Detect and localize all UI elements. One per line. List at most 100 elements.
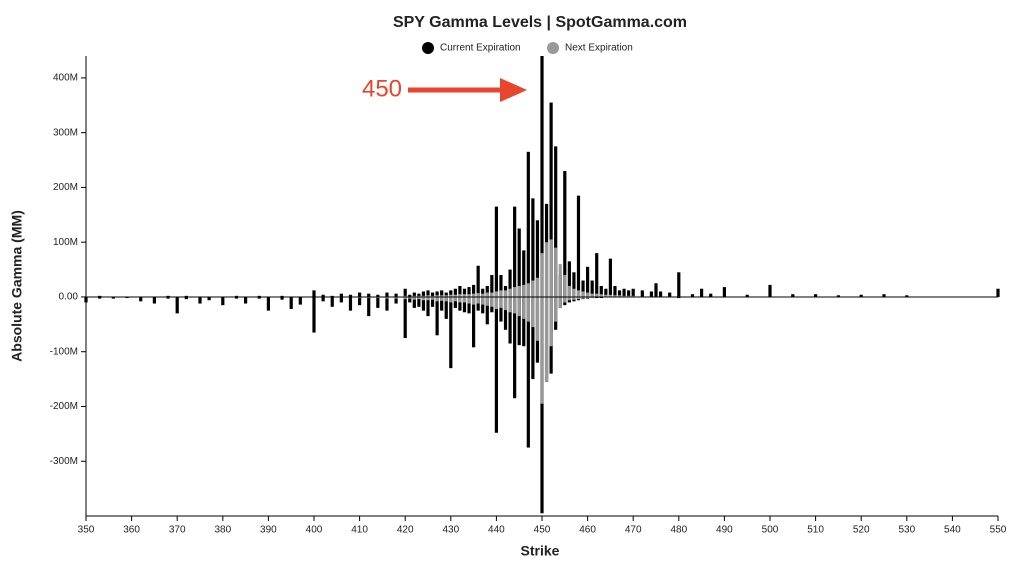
bar (485, 296, 489, 306)
x-tick-label: 420 (397, 525, 414, 536)
bar (412, 295, 416, 297)
y-tick-label: -200M (50, 401, 78, 412)
bar (426, 290, 430, 297)
bar (540, 253, 544, 297)
bar (467, 296, 471, 304)
bar (581, 280, 585, 297)
bar (508, 296, 512, 344)
bar (472, 293, 476, 297)
bar (462, 296, 467, 313)
x-tick-label: 550 (990, 525, 1007, 536)
bar (508, 288, 512, 297)
x-tick-label: 530 (898, 525, 915, 536)
bar (453, 296, 457, 308)
bar (266, 296, 270, 311)
bar (599, 286, 603, 297)
legend-marker (422, 42, 434, 54)
bar (449, 296, 453, 369)
bar (417, 296, 421, 300)
bar (540, 296, 544, 514)
y-tick-label: 300M (53, 127, 78, 138)
bar (408, 296, 412, 299)
bar (312, 296, 316, 333)
bar (412, 292, 416, 297)
bar (586, 292, 590, 297)
bar (481, 296, 485, 314)
bar (517, 296, 521, 317)
x-tick-label: 490 (716, 525, 733, 536)
bar (513, 296, 517, 314)
bar (572, 296, 576, 300)
x-tick-label: 410 (351, 525, 368, 536)
bar (654, 283, 658, 297)
bar (453, 296, 457, 302)
bar (403, 296, 407, 339)
bar (421, 291, 426, 297)
y-tick-label: -300M (50, 456, 78, 467)
bar (449, 294, 453, 297)
bar (221, 296, 225, 306)
bar (430, 292, 435, 297)
bar (403, 288, 407, 297)
bar (595, 293, 599, 297)
bar (549, 102, 553, 297)
bar (417, 296, 421, 307)
bar (905, 295, 909, 297)
bar (166, 296, 170, 299)
bar (677, 296, 681, 299)
bar (658, 291, 663, 297)
bar (403, 295, 407, 297)
bar (617, 290, 622, 297)
y-tick-label: 400M (53, 73, 78, 84)
bar (198, 296, 202, 304)
bar (513, 296, 517, 399)
bar (376, 296, 380, 308)
bar (166, 295, 170, 297)
bar (526, 283, 530, 297)
bar (572, 288, 576, 297)
bar (339, 293, 343, 297)
bar (549, 239, 553, 297)
y-tick-label: 100M (53, 237, 78, 248)
bar (298, 296, 302, 305)
bar (289, 296, 293, 309)
bar (417, 293, 421, 297)
bar (234, 295, 239, 297)
bar (467, 294, 471, 297)
bar (554, 146, 558, 297)
bar (207, 296, 211, 301)
bar (567, 286, 571, 297)
legend-label: Next Expiration (565, 43, 633, 54)
bar (472, 296, 476, 305)
bar (499, 275, 503, 297)
bar (467, 296, 471, 314)
bar (98, 295, 102, 297)
bar (768, 284, 772, 297)
bar (367, 296, 371, 299)
bar (421, 296, 426, 311)
bar (412, 296, 416, 308)
bar (476, 293, 480, 297)
bar (426, 296, 430, 301)
bar (462, 288, 467, 297)
bar (367, 296, 371, 317)
bar (531, 280, 535, 297)
bar (476, 296, 480, 304)
y-tick-label: 200M (53, 182, 78, 193)
bar (449, 296, 453, 303)
bar (257, 295, 261, 297)
bar (649, 291, 654, 297)
y-tick-label: -100M (50, 346, 78, 357)
x-tick-label: 370 (169, 525, 186, 536)
x-tick-label: 470 (625, 525, 642, 536)
bar (522, 250, 526, 297)
bar (613, 286, 617, 297)
bar (700, 288, 704, 297)
bar (152, 296, 156, 304)
bar (599, 294, 603, 297)
x-tick-label: 350 (78, 525, 95, 536)
bar (567, 261, 571, 297)
bar (440, 295, 444, 297)
bar (408, 296, 412, 303)
bar (421, 295, 426, 297)
